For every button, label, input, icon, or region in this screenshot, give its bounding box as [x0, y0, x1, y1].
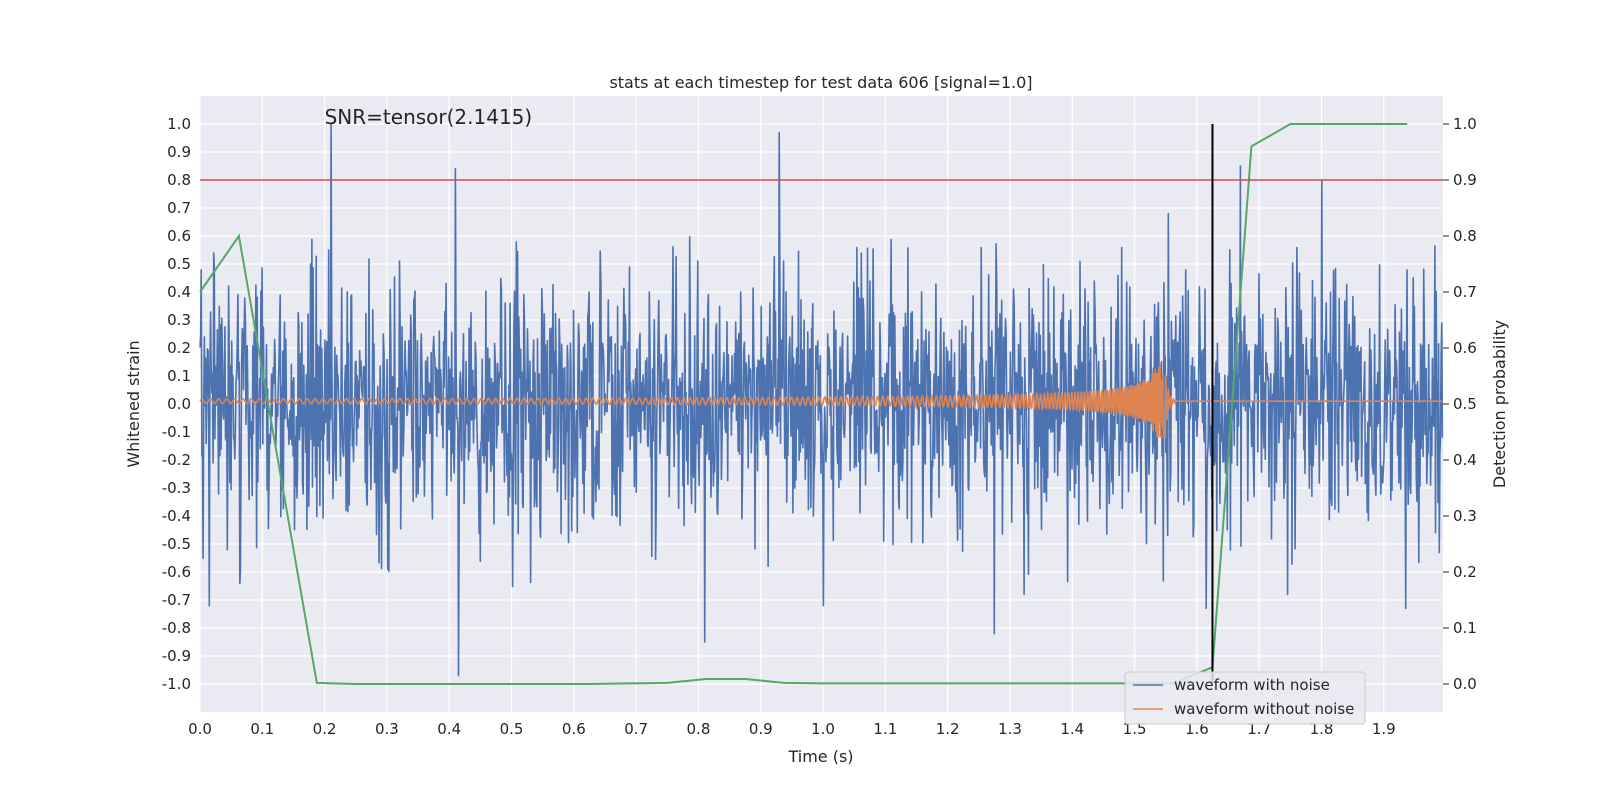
- y-tick-label: 0.4: [167, 283, 191, 301]
- y2-tick-label: 1.0: [1453, 115, 1477, 133]
- y-tick-label: -0.8: [162, 619, 191, 637]
- legend-box: [1124, 671, 1366, 725]
- series-detection-probability: [199, 123, 1408, 685]
- x-tick-label: 0.2: [313, 720, 337, 738]
- x-tick-label: 1.3: [998, 720, 1022, 738]
- y-tick-label: 0.8: [167, 171, 191, 189]
- y-axis-label: Whitened strain: [124, 340, 143, 467]
- series-waveform-with-noise: [199, 123, 1444, 677]
- y-tick-label: -1.0: [162, 675, 191, 693]
- y-tick-label: 0.7: [167, 199, 191, 217]
- series-waveform-without-noise: [199, 363, 1443, 439]
- y-tick-label: 0.5: [167, 255, 191, 273]
- legend-label-noise: waveform with noise: [1174, 676, 1330, 694]
- y2-tick-label: 0.7: [1453, 283, 1477, 301]
- x-tick-label: 0.9: [749, 720, 773, 738]
- x-tick-label: 1.0: [811, 720, 835, 738]
- y-tick-label: -0.5: [162, 535, 191, 553]
- y2-tick-label: 0.0: [1453, 675, 1477, 693]
- y-tick-label: 0.9: [167, 143, 191, 161]
- x-tick-label: 1.1: [873, 720, 897, 738]
- y-tick-label: -0.6: [162, 563, 191, 581]
- y2-axis-label: Detection probability: [1490, 320, 1509, 488]
- y2-tick-label: 0.4: [1453, 451, 1477, 469]
- y2-tick-label: 0.8: [1453, 227, 1477, 245]
- y-tick-label: 0.6: [167, 227, 191, 245]
- detection-probability-line: [199, 123, 1408, 685]
- chart-title: stats at each timestep for test data 606…: [609, 73, 1032, 92]
- x-tick-label: 0.0: [188, 720, 212, 738]
- x-tick-label: 0.5: [500, 720, 524, 738]
- y2-tick-label: 0.5: [1453, 395, 1477, 413]
- y-tick-label: 0.0: [167, 395, 191, 413]
- y-tick-label: 1.0: [167, 115, 191, 133]
- x-tick-label: 1.4: [1060, 720, 1084, 738]
- y-tick-label: -0.2: [162, 451, 191, 469]
- legend-label-clean: waveform without noise: [1174, 700, 1354, 718]
- y-tick-label: 0.2: [167, 339, 191, 357]
- x-tick-label: 1.2: [936, 720, 960, 738]
- x-tick-label: 0.4: [437, 720, 461, 738]
- y-tick-label: -0.1: [162, 423, 191, 441]
- x-tick-label: 0.7: [624, 720, 648, 738]
- waveform-with-noise-line: [199, 123, 1444, 677]
- x-tick-label: 0.1: [250, 720, 274, 738]
- snr-annotation: SNR=tensor(2.1415): [325, 105, 533, 129]
- x-tick-label: 1.9: [1372, 720, 1396, 738]
- y2-tick-label: 0.1: [1453, 619, 1477, 637]
- y2-tick-label: 0.2: [1453, 563, 1477, 581]
- y-tick-label: 0.3: [167, 311, 191, 329]
- x-tick-label: 0.3: [375, 720, 399, 738]
- legend: waveform with noise waveform without noi…: [1124, 671, 1366, 725]
- x-tick-label: 0.6: [562, 720, 586, 738]
- x-axis-label: Time (s): [787, 747, 853, 766]
- y-tick-label: -0.7: [162, 591, 191, 609]
- y2-tick-label: 0.9: [1453, 171, 1477, 189]
- x-tick-label: 0.8: [687, 720, 711, 738]
- y-tick-label: -0.3: [162, 479, 191, 497]
- y2-tick-label: 0.6: [1453, 339, 1477, 357]
- y-tick-label: 0.1: [167, 367, 191, 385]
- y2-tick-label: 0.3: [1453, 507, 1477, 525]
- y-tick-label: -0.4: [162, 507, 191, 525]
- waveform-without-noise-line: [199, 363, 1443, 439]
- overlays: [200, 124, 1443, 684]
- y-tick-label: -0.9: [162, 647, 191, 665]
